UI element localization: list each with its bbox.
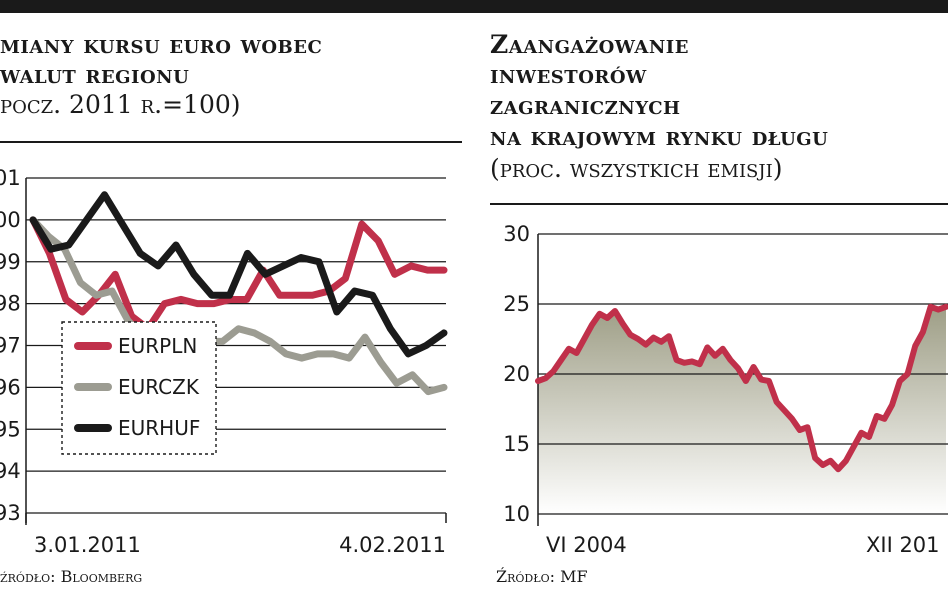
right-y-tick: 20 [503,362,530,386]
left-header-rule [0,141,462,143]
right-title-line4: na krajowym rynku długu [490,122,829,151]
right-header-rule [490,203,948,205]
left-title-line1: miany kursu euro wobec [0,30,323,59]
legend-label: EURHUF [118,416,200,440]
right-area-fill [538,306,946,514]
left-series-line-eurczk [29,216,448,396]
left-y-tick: 94 [0,459,21,483]
left-y-tick: 99 [0,250,21,274]
legend-label: EURCZK [118,375,200,399]
right-x-tick-label: VI 2004 [546,533,627,557]
right-title-line3: zagranicznych [490,91,681,120]
left-y-tick: 95 [0,417,21,441]
left-y-tick: 93 [0,501,21,525]
right-source: Źródło: MF [496,567,588,586]
left-chart: 01 00 99 98 97 96 95 94 93 3.01.2011 4.02.2011 EURP… [0,166,448,557]
right-y-tick: 25 [503,292,530,316]
right-title-line1: Zaangażowanie [490,30,689,59]
left-y-tick: 00 [0,208,21,232]
left-title-line2: walut regionu [0,60,190,89]
left-subtitle: pocz. 2011 r.=100) [0,90,241,119]
left-y-tick: 01 [0,166,21,190]
right-subtitle: (proc. wszystkich emisji) [490,154,783,183]
left-y-tick: 97 [0,334,21,358]
right-x-tick-label: XII 201 [866,533,940,557]
right-y-tick: 15 [503,432,530,456]
left-x-tick-label: 3.01.2011 [34,533,141,557]
left-y-tick: 96 [0,375,21,399]
top-bar [0,0,948,13]
left-source: źródło: Bloomberg [0,567,143,586]
right-y-tick: 10 [503,502,530,526]
left-x-tick-label: 4.02.2011 [339,533,446,557]
left-y-tick: 98 [0,292,21,316]
left-series-line-eurhuf [29,191,448,358]
right-title-line2: inwestorów [490,60,647,89]
right-chart: 30 25 20 15 10 VI 2004 XII 201 [503,222,948,557]
right-y-tick: 30 [503,222,530,246]
right-series-line [535,303,948,473]
legend-label: EURPLN [118,334,197,358]
